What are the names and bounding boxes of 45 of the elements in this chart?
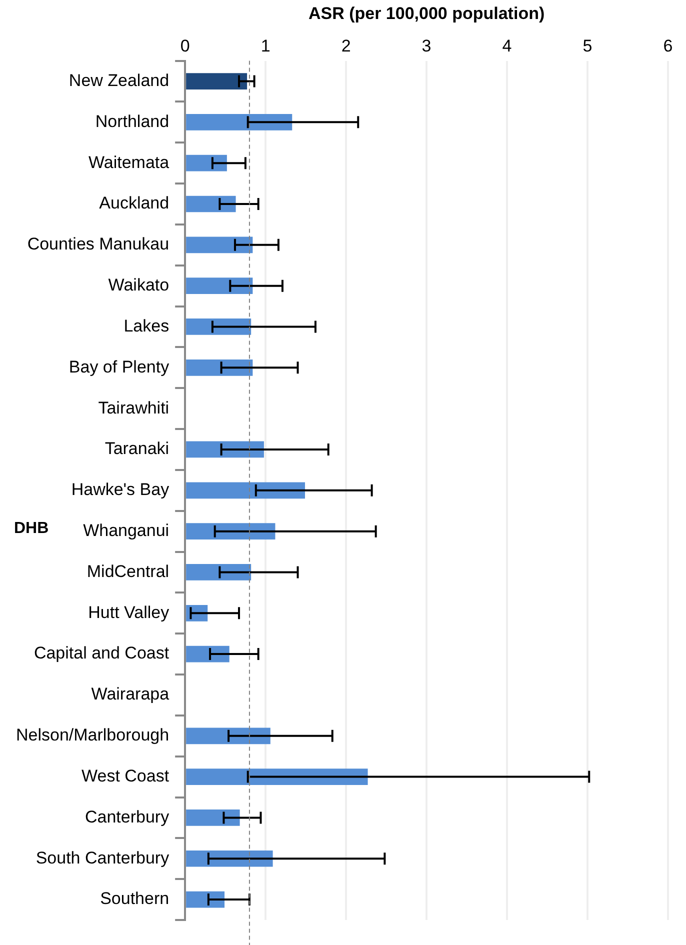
bar — [186, 523, 276, 540]
x-tick-label: 2 — [341, 36, 351, 56]
y-tick-label: Hawke's Bay — [71, 480, 170, 500]
x-tick-label: 5 — [582, 36, 592, 56]
y-axis-title: DHB — [14, 520, 49, 538]
bar — [186, 73, 248, 90]
y-tick-label: Bay of Plenty — [68, 357, 170, 376]
y-tick-label: MidCentral — [86, 562, 170, 581]
x-tick-label: 6 — [663, 36, 673, 56]
bar — [186, 359, 253, 376]
y-tick-label: Southern — [100, 889, 170, 908]
bar — [186, 810, 240, 826]
y-tick-label: Canterbury — [84, 807, 170, 826]
bar — [186, 768, 368, 785]
y-tick-label: Tairawhiti — [98, 398, 170, 418]
bar — [186, 154, 227, 172]
bar — [186, 278, 253, 294]
y-tick-label: Lakes — [124, 316, 170, 336]
y-tick-label: South Canterbury — [36, 848, 170, 868]
bar — [186, 196, 236, 212]
y-tick-label: Counties Manukau — [27, 234, 170, 254]
bar — [186, 564, 252, 580]
y-tick-label: Whanganui — [83, 521, 170, 540]
y-tick-label: West Coast — [82, 766, 170, 786]
bar — [186, 482, 306, 499]
y-tick-label: New Zealand — [68, 70, 170, 90]
x-tick-label: 4 — [502, 36, 512, 56]
bar — [186, 318, 252, 335]
y-tick-label: Wairarapa — [91, 684, 170, 704]
y-tick-label: Hutt Valley — [88, 602, 170, 622]
bar — [186, 646, 230, 662]
y-tick-label: Capital and Coast — [34, 644, 170, 663]
y-tick-label: Nelson/Marlborough — [16, 726, 170, 745]
y-tick-label: Northland — [95, 112, 170, 131]
x-tick-label: 1 — [260, 36, 270, 56]
bar — [186, 728, 270, 744]
x-tick-label: 3 — [422, 36, 432, 56]
bar — [186, 236, 253, 254]
y-tick-label: Waikato — [108, 276, 170, 295]
x-axis-title: ASR (per 100,000 population) — [308, 4, 545, 23]
y-tick-label: Taranaki — [104, 439, 170, 458]
y-tick-label: Waitemata — [88, 152, 170, 172]
x-tick-label: 0 — [180, 36, 190, 56]
bar — [186, 114, 292, 130]
y-tick-label: Auckland — [99, 194, 170, 213]
